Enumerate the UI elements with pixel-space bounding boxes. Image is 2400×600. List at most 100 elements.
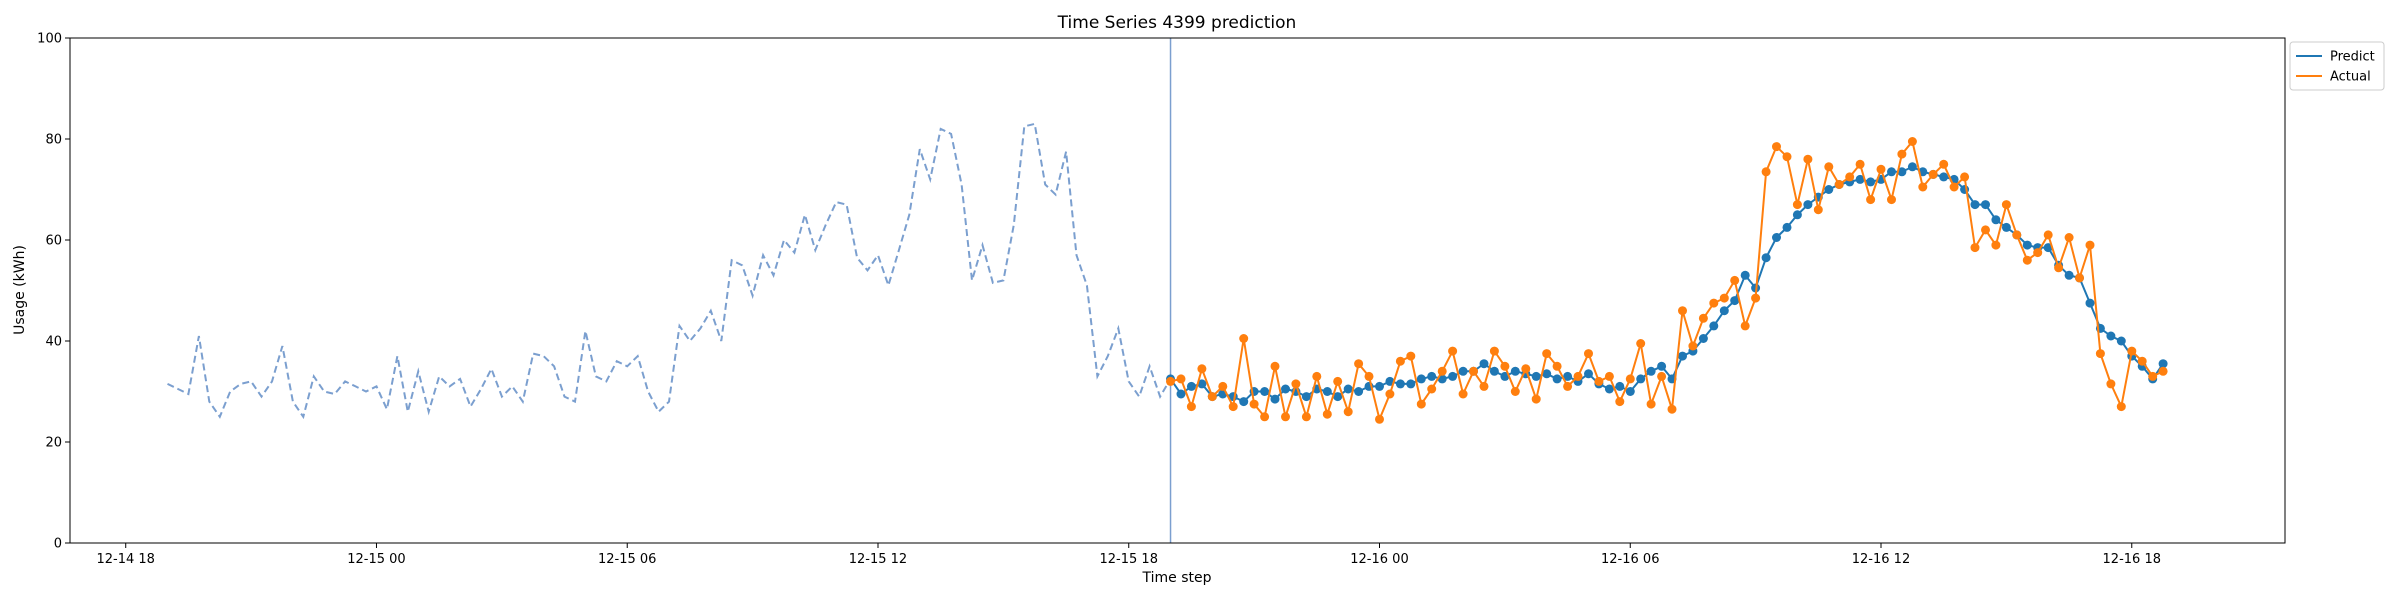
data-point-predict (1792, 210, 1802, 220)
data-point-predict (1991, 215, 2001, 225)
data-point-actual (1510, 387, 1520, 396)
data-point-predict (1772, 233, 1781, 242)
data-point-actual (1949, 182, 1959, 192)
data-point-predict (1260, 387, 1270, 396)
data-point-predict (1709, 321, 1719, 331)
data-point-actual (2064, 233, 2074, 242)
data-point-actual (1636, 339, 1646, 348)
series-line-actual (1170, 139, 2164, 423)
data-point-actual (1625, 374, 1635, 384)
data-point-predict (2043, 243, 2053, 253)
data-point-actual (1437, 366, 1447, 376)
data-point-predict (1489, 366, 1499, 376)
data-point-actual (1918, 182, 1928, 192)
data-point-predict (1479, 359, 1489, 369)
data-point-actual (1218, 381, 1228, 391)
data-point-predict (2158, 359, 2168, 369)
data-point-predict (1176, 389, 1186, 399)
data-point-actual (1573, 371, 1583, 381)
data-point-actual (1500, 361, 1510, 371)
y-axis-label: Usage (kWh) (12, 245, 28, 335)
data-point-actual (1761, 167, 1771, 177)
data-point-predict (1186, 381, 1196, 391)
data-point-predict (1719, 306, 1729, 316)
data-point-actual (1813, 205, 1823, 215)
data-point-predict (1406, 379, 1416, 389)
data-point-actual (1678, 306, 1687, 316)
data-point-predict (1740, 270, 1750, 280)
data-point-predict (1395, 379, 1405, 389)
data-point-actual (1416, 399, 1426, 409)
data-point-actual (1855, 159, 1865, 169)
data-point-predict (1887, 167, 1896, 177)
x-tick-label: 12-15 12 (849, 552, 907, 567)
legend: Predict Actual (2289, 41, 2385, 91)
x-tick-label: 12-15 06 (598, 552, 656, 567)
x-tick-label: 12-15 18 (1100, 552, 1158, 567)
data-point-actual (1291, 379, 1301, 389)
x-tick-label: 12-16 00 (1350, 552, 1408, 567)
data-point-actual (1698, 313, 1708, 323)
data-point-actual (1406, 351, 1416, 361)
data-point-actual (1615, 397, 1625, 407)
legend-label-predict: Predict (2330, 50, 2375, 65)
data-point-actual (1469, 366, 1478, 376)
data-point-predict (1301, 392, 1311, 402)
data-point-actual (1458, 389, 1468, 399)
data-point-actual (1594, 376, 1604, 386)
data-point-actual (1834, 180, 1844, 189)
data-point-predict (1761, 253, 1771, 263)
data-point-predict (1239, 397, 1249, 407)
data-point-predict (1657, 361, 1667, 371)
data-point-actual (2022, 255, 2032, 265)
data-point-actual (2033, 248, 2043, 258)
data-point-predict (1615, 381, 1625, 391)
data-point-actual (1928, 169, 1938, 179)
data-point-actual (1375, 414, 1384, 424)
data-point-actual (1176, 374, 1186, 384)
legend-label-actual: Actual (2330, 70, 2371, 85)
x-axis-ticks: 12-14 18 12-15 00 12-15 06 12-15 12 12-15 18… (96, 543, 2161, 567)
data-point-predict (1448, 371, 1458, 381)
data-point-actual (1448, 346, 1458, 356)
data-point-predict (1897, 167, 1907, 177)
data-point-predict (1625, 387, 1635, 396)
y-tick-label: 100 (37, 32, 62, 47)
data-point-actual (1887, 195, 1896, 205)
data-point-predict (1907, 162, 1917, 172)
data-point-predict (1510, 366, 1520, 376)
y-axis-ticks: 0 20 40 60 80 100 (37, 32, 70, 552)
data-point-actual (2075, 273, 2084, 283)
data-point-actual (1991, 240, 2001, 250)
data-point-predict (2001, 222, 2011, 232)
data-point-actual (1897, 149, 1907, 159)
data-point-actual (2095, 349, 2105, 359)
data-point-predict (1333, 392, 1343, 402)
data-point-actual (1249, 399, 1259, 409)
data-point-predict (1531, 371, 1541, 381)
data-point-predict (1343, 384, 1353, 394)
data-point-predict (2085, 298, 2095, 308)
data-point-predict (1803, 200, 1813, 210)
x-tick-label: 12-14 18 (96, 552, 154, 567)
data-point-actual (1166, 376, 1175, 386)
data-point-predict (1270, 394, 1280, 404)
data-point-actual (1395, 356, 1405, 366)
data-point-actual (1207, 392, 1217, 402)
data-point-actual (1542, 349, 1552, 359)
data-point-actual (2043, 230, 2053, 240)
x-axis-label: Time step (1142, 570, 1212, 586)
data-point-actual (1751, 293, 1761, 303)
data-point-actual (1866, 195, 1876, 205)
data-point-actual (1270, 361, 1280, 371)
data-point-actual (1772, 142, 1781, 152)
data-point-predict (1552, 374, 1562, 384)
data-point-actual (2158, 366, 2168, 376)
data-point-predict (1604, 384, 1614, 394)
data-point-predict (1866, 177, 1876, 187)
data-point-actual (1322, 409, 1332, 419)
data-point-actual (1563, 381, 1573, 391)
x-tick-label: 12-16 18 (2103, 552, 2161, 567)
y-tick-label: 40 (45, 335, 62, 350)
